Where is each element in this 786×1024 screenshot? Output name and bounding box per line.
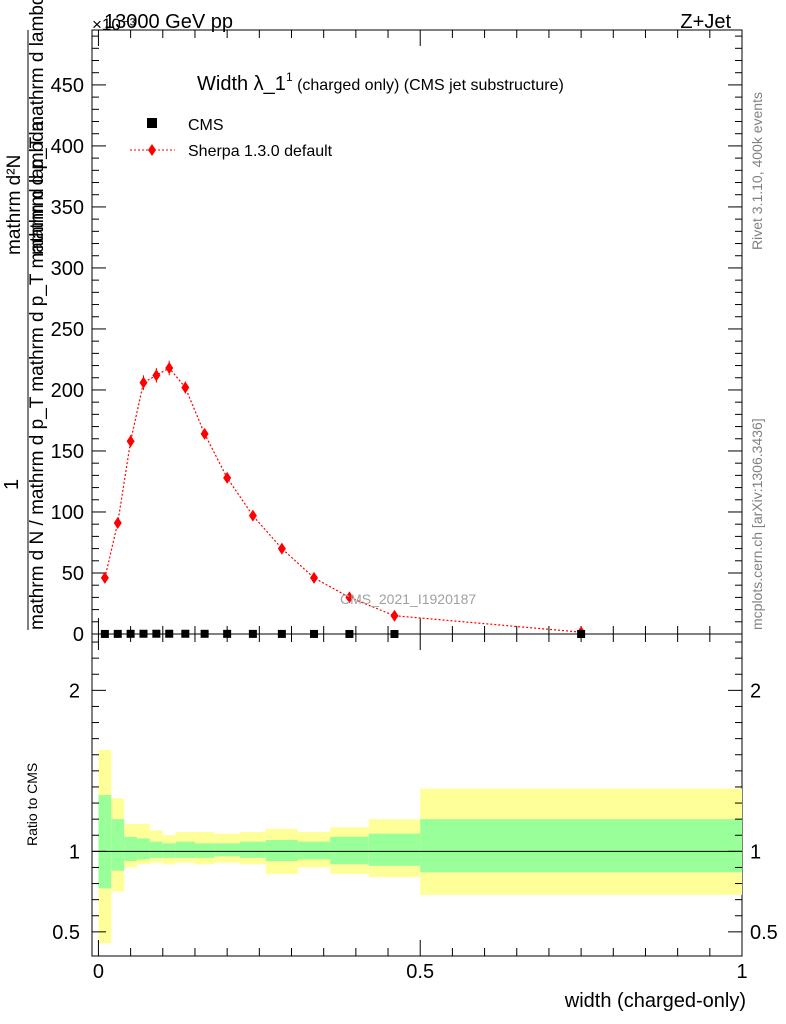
cms-point bbox=[277, 629, 286, 638]
legend-sherpa-label: Sherpa 1.3.0 default bbox=[188, 143, 333, 160]
ratio-band-inner bbox=[214, 843, 241, 857]
y-tick-label: 350 bbox=[51, 197, 84, 219]
sherpa-point bbox=[277, 542, 286, 555]
ratio-band-inner bbox=[137, 838, 150, 860]
energy-label: 13000 GeV pp bbox=[104, 11, 233, 33]
sherpa-point bbox=[100, 571, 109, 584]
cms-point bbox=[139, 629, 148, 638]
cms-point bbox=[200, 629, 209, 638]
analysis-label: CMS_2021_I1920187 bbox=[340, 591, 476, 607]
ratio-band-inner bbox=[194, 843, 215, 858]
y-tick-label: 150 bbox=[51, 441, 84, 463]
sherpa-point bbox=[165, 361, 174, 374]
y-tick-label: 300 bbox=[51, 258, 84, 280]
x-tick-label: 1 bbox=[736, 961, 747, 983]
y-tick-label: 50 bbox=[62, 563, 84, 585]
sherpa-point bbox=[223, 471, 232, 484]
cms-series bbox=[100, 629, 586, 638]
ratio-band-inner bbox=[124, 836, 138, 862]
sherpa-point bbox=[310, 571, 319, 584]
main-y-axis: 0 50 100 150 200 250 300 350 400 450 bbox=[51, 35, 742, 646]
sherpa-point bbox=[390, 609, 399, 622]
legend: CMS Sherpa 1.3.0 default bbox=[130, 117, 333, 160]
sherpa-point bbox=[181, 381, 190, 394]
cms-point bbox=[181, 629, 190, 638]
ratio-band-inner bbox=[368, 833, 421, 866]
process-label: Z+Jet bbox=[680, 11, 731, 33]
y-tick-label: 450 bbox=[51, 75, 84, 97]
y-tick-label: 200 bbox=[51, 380, 84, 402]
plot-title: Width λ_11 (charged only) (CMS jet subst… bbox=[197, 70, 564, 95]
sherpa-point bbox=[126, 435, 135, 448]
y-label-mid: mathrm d p_T mathrm d lambda bbox=[27, 0, 48, 255]
cms-point bbox=[152, 629, 161, 638]
ratio-band-inner bbox=[420, 819, 742, 873]
ratio-x-axis: 0 0.5 1 bbox=[93, 634, 748, 983]
ratio-y-tick-label: 1 bbox=[69, 841, 80, 863]
ratio-y-tick-label-right: 2 bbox=[750, 680, 761, 702]
sherpa-point bbox=[345, 591, 354, 604]
sherpa-point bbox=[113, 516, 122, 529]
ratio-y-tick-label-right: 0.5 bbox=[750, 922, 778, 944]
y-label-denominator: mathrm d N / mathrm d p_T mathrm d p_T m… bbox=[27, 120, 48, 630]
ratio-band-inner bbox=[162, 843, 176, 858]
y-tick-label: 400 bbox=[51, 136, 84, 158]
x-axis-label: width (charged-only) bbox=[564, 990, 746, 1012]
legend-cms-label: CMS bbox=[188, 117, 224, 134]
cms-point bbox=[223, 629, 232, 638]
x-tick-label: 0 bbox=[93, 961, 104, 983]
y-tick-label: 0 bbox=[73, 624, 84, 646]
main-y-label: 1 mathrm d²N mathrm d p_T mathrm d lambd… bbox=[1, 0, 48, 630]
legend-sherpa-marker bbox=[148, 144, 156, 156]
ratio-y-axis: 0.5 0.5 1 1 2 2 bbox=[52, 641, 778, 944]
sherpa-point bbox=[248, 509, 257, 522]
ratio-y-tick-label: 0.5 bbox=[52, 922, 80, 944]
mcplots-label: mcplots.cern.ch [arXiv:1306.3436] bbox=[749, 418, 765, 630]
exponent-label: ×10⁻³ bbox=[92, 15, 136, 34]
cms-point bbox=[310, 629, 319, 638]
y-label-numerator: 1 bbox=[1, 479, 23, 490]
y-tick-label: 100 bbox=[51, 502, 84, 524]
y-label-top: mathrm d²N bbox=[4, 155, 25, 255]
ratio-band-inner bbox=[265, 840, 298, 862]
ratio-y-tick-label-right: 1 bbox=[750, 841, 761, 863]
ratio-band-inner bbox=[297, 841, 331, 860]
cms-point bbox=[126, 629, 135, 638]
rivet-label: Rivet 3.1.10, 400k events bbox=[749, 92, 765, 250]
cms-point bbox=[248, 629, 257, 638]
cms-point bbox=[345, 629, 354, 638]
sherpa-point bbox=[152, 369, 161, 382]
sherpa-point bbox=[200, 427, 209, 440]
sherpa-point bbox=[139, 376, 148, 389]
cms-point bbox=[113, 629, 122, 638]
ratio-band-inner bbox=[111, 819, 125, 871]
plot-title-sup: 1 bbox=[286, 70, 293, 84]
x-tick-label: 0.5 bbox=[406, 961, 434, 983]
ratio-y-label: Ratio to CMS bbox=[24, 763, 40, 846]
plot-title-rest: (charged only) (CMS jet substructure) bbox=[293, 77, 564, 94]
ratio-y-tick-label: 2 bbox=[69, 680, 80, 702]
ratio-band-inner bbox=[330, 836, 369, 865]
ratio-band-inner bbox=[149, 841, 163, 858]
cms-point bbox=[390, 629, 399, 638]
plot-title-main: Width λ_1 bbox=[197, 73, 286, 95]
ratio-band-inner bbox=[240, 841, 266, 858]
cms-point bbox=[577, 629, 586, 638]
ratio-band-inner bbox=[98, 795, 112, 889]
ratio-band-inner bbox=[175, 841, 195, 858]
cms-point bbox=[100, 629, 109, 638]
cms-point bbox=[165, 629, 174, 638]
ratio-bands bbox=[98, 749, 742, 944]
legend-cms-marker bbox=[147, 118, 157, 128]
y-tick-label: 250 bbox=[51, 319, 84, 341]
